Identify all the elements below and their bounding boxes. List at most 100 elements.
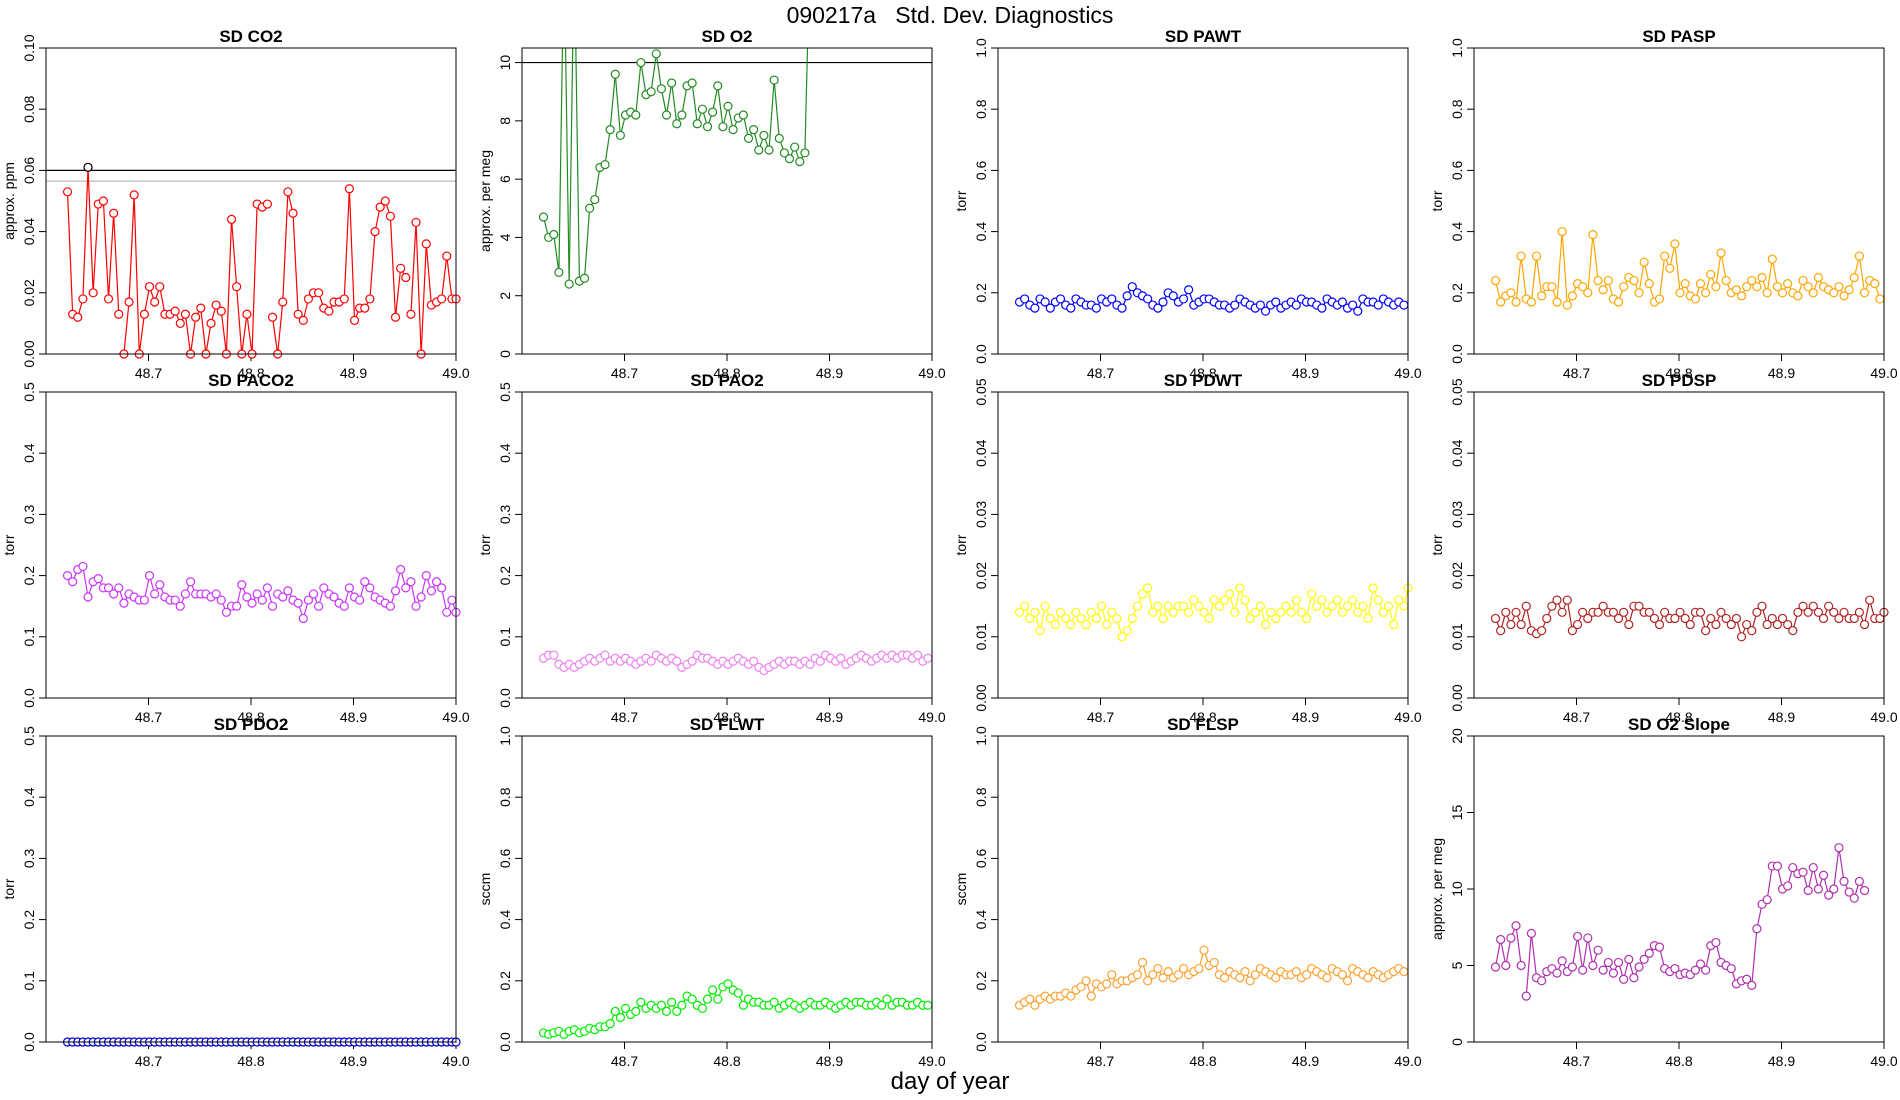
- data-point: [1803, 282, 1813, 292]
- y-tick-label: 0.02: [1449, 562, 1465, 589]
- data-point: [1153, 963, 1163, 974]
- series-segment: [691, 82, 698, 124]
- series-segment: [635, 62, 642, 116]
- data-point: [1762, 895, 1772, 905]
- data-point: [365, 294, 375, 304]
- data-point: [1076, 982, 1086, 992]
- data-point: [1813, 272, 1824, 283]
- data-point: [303, 294, 313, 304]
- data-point: [1276, 607, 1286, 617]
- series-segment: [717, 85, 724, 127]
- x-tick-label: 48.7: [1563, 709, 1590, 725]
- data-point: [1711, 937, 1721, 948]
- data-point: [1040, 601, 1050, 611]
- data-point: [1322, 973, 1332, 983]
- data-point: [1178, 294, 1189, 304]
- x-tick-label: 48.8: [713, 709, 740, 725]
- y-tick-label: 0.2: [973, 971, 989, 991]
- data-point: [1030, 1000, 1040, 1010]
- data-point: [1353, 306, 1363, 316]
- data-point: [119, 598, 129, 608]
- data-point: [355, 595, 365, 605]
- data-point: [437, 583, 447, 593]
- x-tick-label: 48.7: [611, 1053, 638, 1069]
- series-segment: [159, 286, 166, 315]
- y-tick-label: 0.0: [973, 344, 989, 364]
- y-tick-label: 0.02: [21, 279, 37, 306]
- data-point: [1086, 991, 1096, 1001]
- data-point: [1394, 595, 1404, 605]
- chart-title: SD O2: [701, 27, 752, 46]
- data-point: [1813, 607, 1824, 617]
- y-tick-label: 10: [1449, 881, 1465, 897]
- series-segment: [1571, 936, 1579, 968]
- data-point: [1660, 607, 1670, 617]
- data-point: [1613, 957, 1624, 968]
- x-tick-label: 49.0: [1394, 1053, 1421, 1069]
- chart-title: SD FLWT: [690, 715, 765, 734]
- data-point: [1378, 607, 1389, 617]
- y-tick-label: 5: [1449, 961, 1465, 969]
- data-point: [1189, 595, 1199, 605]
- data-point: [1209, 957, 1219, 968]
- series-segment: [107, 213, 115, 299]
- data-point: [1675, 288, 1685, 298]
- series-segment: [446, 256, 453, 299]
- series-segment: [1858, 255, 1866, 293]
- data-point: [1117, 303, 1127, 313]
- data-point: [1163, 601, 1173, 611]
- data-point: [267, 312, 278, 322]
- x-tick-label: 48.9: [1768, 365, 1795, 381]
- data-point: [800, 148, 810, 158]
- y-tick-label: 0.3: [21, 848, 37, 868]
- chart-title: SD PDO2: [214, 715, 289, 734]
- data-point: [677, 110, 687, 120]
- data-point: [1091, 303, 1102, 313]
- data-point: [764, 145, 774, 155]
- data-point: [1644, 607, 1654, 617]
- data-point: [708, 985, 718, 995]
- series-segment: [138, 314, 145, 354]
- data-point: [1572, 931, 1583, 942]
- data-point: [605, 125, 615, 135]
- data-point: [1798, 867, 1808, 877]
- y-tick-label: 0.2: [497, 971, 513, 991]
- data-point: [687, 78, 697, 88]
- data-point: [1102, 979, 1112, 989]
- series-segment: [200, 308, 207, 354]
- series-segment: [568, 48, 574, 285]
- data-point: [672, 656, 682, 666]
- data-point: [779, 148, 790, 158]
- data-point: [375, 202, 385, 212]
- chart-title: SD O2 Slope: [1628, 715, 1730, 734]
- data-point: [1839, 876, 1849, 886]
- data-point: [1716, 248, 1726, 258]
- data-point: [1762, 619, 1772, 630]
- data-point: [1516, 960, 1526, 971]
- data-point: [1875, 294, 1885, 304]
- data-point: [1230, 300, 1240, 310]
- data-point: [1793, 607, 1803, 617]
- data-point: [1107, 970, 1117, 980]
- data-point: [339, 601, 349, 611]
- data-point: [1593, 275, 1603, 286]
- data-point: [1859, 619, 1870, 630]
- data-point: [1132, 970, 1143, 980]
- data-point: [636, 57, 646, 68]
- data-point: [109, 589, 119, 599]
- data-point: [1711, 282, 1721, 292]
- data-point: [232, 601, 242, 611]
- data-point: [1148, 607, 1158, 617]
- chart-panel-4: SD PASP torr 48.7 48.8 48.9 49.0 0.0 0.2 0.4 0.6 0…: [1429, 27, 1898, 381]
- data-point: [88, 288, 98, 298]
- series-segment: [1582, 937, 1589, 971]
- data-point: [1250, 607, 1260, 617]
- data-point: [672, 119, 682, 129]
- y-tick-label: 8: [497, 117, 513, 125]
- data-point: [1025, 613, 1035, 624]
- data-point: [442, 251, 452, 261]
- data-point: [396, 564, 406, 575]
- data-point: [1613, 613, 1624, 624]
- chart-panel-9: SD PDO2 torr 48.7 48.8 48.9 49.0 0.0 0.1 0.2 0.3 0…: [1, 715, 470, 1069]
- data-point: [1219, 595, 1230, 605]
